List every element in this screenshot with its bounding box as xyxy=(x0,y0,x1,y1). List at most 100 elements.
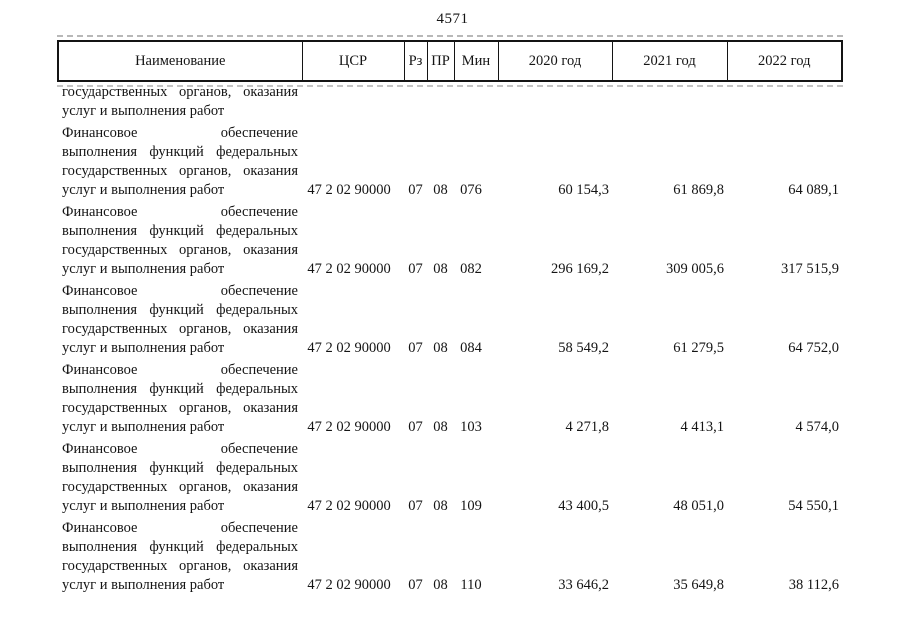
name-line: выполнения функций федеральных xyxy=(62,223,298,239)
row-pr-cell: 08 xyxy=(433,340,448,356)
row-min-cell: 109 xyxy=(460,498,482,514)
budget-table: Наименование ЦСР Рз ПР Мин 2020 год 2021… xyxy=(57,40,843,595)
row-pr-cell: 08 xyxy=(433,577,448,593)
row-name-cell: Финансовое обеспечение выполнения функций… xyxy=(58,279,302,358)
amount-2021-cell: 61 279,5 xyxy=(673,340,724,356)
row-min-cell: 084 xyxy=(460,340,482,356)
name-line: государственных органов, оказания xyxy=(62,558,298,574)
row-rz-cell: 07 xyxy=(408,340,423,356)
row-csr-cell: 47 2 02 90000 xyxy=(307,182,391,198)
table-header: Наименование ЦСР Рз ПР Мин 2020 год 2021… xyxy=(57,40,843,82)
header-cell-2020: 2020 год xyxy=(497,40,613,82)
header-cell-pr: ПР xyxy=(426,40,455,82)
amount-2022-cell: 317 515,9 xyxy=(781,261,839,277)
name-line: выполнения функций федеральных xyxy=(62,302,298,318)
row-csr-cell: 47 2 02 90000 xyxy=(307,261,391,277)
row-csr-cell xyxy=(302,81,404,121)
name-line: государственных органов, оказания xyxy=(62,479,298,495)
row-csr-cell: 47 2 02 90000 xyxy=(307,340,391,356)
row-name-cell: государственных органов, оказания услуг и… xyxy=(58,81,302,121)
header-cell-name: Наименование xyxy=(57,40,303,82)
scan-artifact-line-top xyxy=(57,35,843,37)
name-line: Финансовое обеспечение xyxy=(62,125,298,141)
amount-2022-cell: 64 752,0 xyxy=(788,340,839,356)
name-line: государственных органов, оказания xyxy=(62,242,298,258)
name-line: услуг и выполнения работ xyxy=(62,103,225,119)
row-pr-cell: 08 xyxy=(433,182,448,198)
name-line: Финансовое обеспечение xyxy=(62,441,298,457)
table-row: Финансовое обеспечение выполнения функций… xyxy=(58,516,842,595)
row-csr-cell: 47 2 02 90000 xyxy=(307,419,391,435)
name-line: услуг и выполнения работ xyxy=(62,340,225,356)
header-cell-min: Мин xyxy=(453,40,499,82)
amount-2022-cell: 4 574,0 xyxy=(795,419,840,435)
row-min-cell: 082 xyxy=(460,261,482,277)
table-body: государственных органов, оказания услуг и… xyxy=(58,81,842,595)
row-name-cell: Финансовое обеспечение выполнения функций… xyxy=(58,121,302,200)
row-name-cell: Финансовое обеспечение выполнения функций… xyxy=(58,358,302,437)
amount-2022-cell xyxy=(727,81,842,121)
name-line: выполнения функций федеральных xyxy=(62,539,298,555)
row-rz-cell: 07 xyxy=(408,182,423,198)
amount-2020-cell: 33 646,2 xyxy=(558,577,609,593)
row-pr-cell: 08 xyxy=(433,419,448,435)
name-line: услуг и выполнения работ xyxy=(62,182,225,198)
row-name-cell: Финансовое обеспечение выполнения функций… xyxy=(58,437,302,516)
row-csr-cell: 47 2 02 90000 xyxy=(307,498,391,514)
row-rz-cell: 07 xyxy=(408,498,423,514)
amount-2020-cell: 4 271,8 xyxy=(565,419,610,435)
table-header-row: Наименование ЦСР Рз ПР Мин 2020 год 2021… xyxy=(57,40,843,82)
amount-2021-cell: 4 413,1 xyxy=(680,419,725,435)
header-cell-2021: 2021 год xyxy=(611,40,728,82)
row-min-cell: 110 xyxy=(460,577,482,593)
row-min-cell xyxy=(454,81,498,121)
row-pr-cell: 08 xyxy=(433,498,448,514)
name-line: услуг и выполнения работ xyxy=(62,261,225,277)
amount-2021-cell: 61 869,8 xyxy=(673,182,724,198)
amount-2021-cell: 48 051,0 xyxy=(673,498,724,514)
name-line: услуг и выполнения работ xyxy=(62,498,225,514)
name-line: выполнения функций федеральных xyxy=(62,144,298,160)
name-line: услуг и выполнения работ xyxy=(62,577,225,593)
header-cell-2022: 2022 год xyxy=(726,40,843,82)
amount-2022-cell: 54 550,1 xyxy=(788,498,839,514)
name-line: услуг и выполнения работ xyxy=(62,419,225,435)
row-rz-cell: 07 xyxy=(408,577,423,593)
name-line: государственных органов, оказания xyxy=(62,400,298,416)
header-cell-csr: ЦСР xyxy=(301,40,405,82)
scan-artifact-line-bottom xyxy=(57,85,843,87)
table-row: Финансовое обеспечение выполнения функций… xyxy=(58,200,842,279)
amount-2022-cell: 64 089,1 xyxy=(788,182,839,198)
amount-2022-cell: 38 112,6 xyxy=(788,577,839,593)
header-cell-rz: Рз xyxy=(403,40,428,82)
amount-2020-cell: 43 400,5 xyxy=(558,498,609,514)
row-min-cell: 076 xyxy=(460,182,482,198)
amount-2021-cell: 309 005,6 xyxy=(666,261,724,277)
row-rz-cell xyxy=(404,81,427,121)
name-line: государственных органов, оказания xyxy=(62,84,298,100)
name-line: выполнения функций федеральных xyxy=(62,460,298,476)
name-line: Финансовое обеспечение xyxy=(62,283,298,299)
amount-2020-cell xyxy=(498,81,612,121)
table-row: Финансовое обеспечение выполнения функций… xyxy=(58,121,842,200)
amount-2020-cell: 58 549,2 xyxy=(558,340,609,356)
row-pr-cell: 08 xyxy=(433,261,448,277)
name-line: Финансовое обеспечение xyxy=(62,520,298,536)
row-rz-cell: 07 xyxy=(408,419,423,435)
table-row: Финансовое обеспечение выполнения функций… xyxy=(58,358,842,437)
name-line: государственных органов, оказания xyxy=(62,321,298,337)
amount-2020-cell: 60 154,3 xyxy=(558,182,609,198)
name-line: Финансовое обеспечение xyxy=(62,204,298,220)
table-row-carryover: государственных органов, оказания услуг и… xyxy=(58,81,842,121)
name-line: выполнения функций федеральных xyxy=(62,381,298,397)
table-row: Финансовое обеспечение выполнения функций… xyxy=(58,437,842,516)
row-min-cell: 103 xyxy=(460,419,482,435)
name-line: государственных органов, оказания xyxy=(62,163,298,179)
row-name-cell: Финансовое обеспечение выполнения функций… xyxy=(58,200,302,279)
row-csr-cell: 47 2 02 90000 xyxy=(307,577,391,593)
row-name-cell: Финансовое обеспечение выполнения функций… xyxy=(58,516,302,595)
amount-2021-cell: 35 649,8 xyxy=(673,577,724,593)
row-rz-cell: 07 xyxy=(408,261,423,277)
amount-2020-cell: 296 169,2 xyxy=(551,261,609,277)
